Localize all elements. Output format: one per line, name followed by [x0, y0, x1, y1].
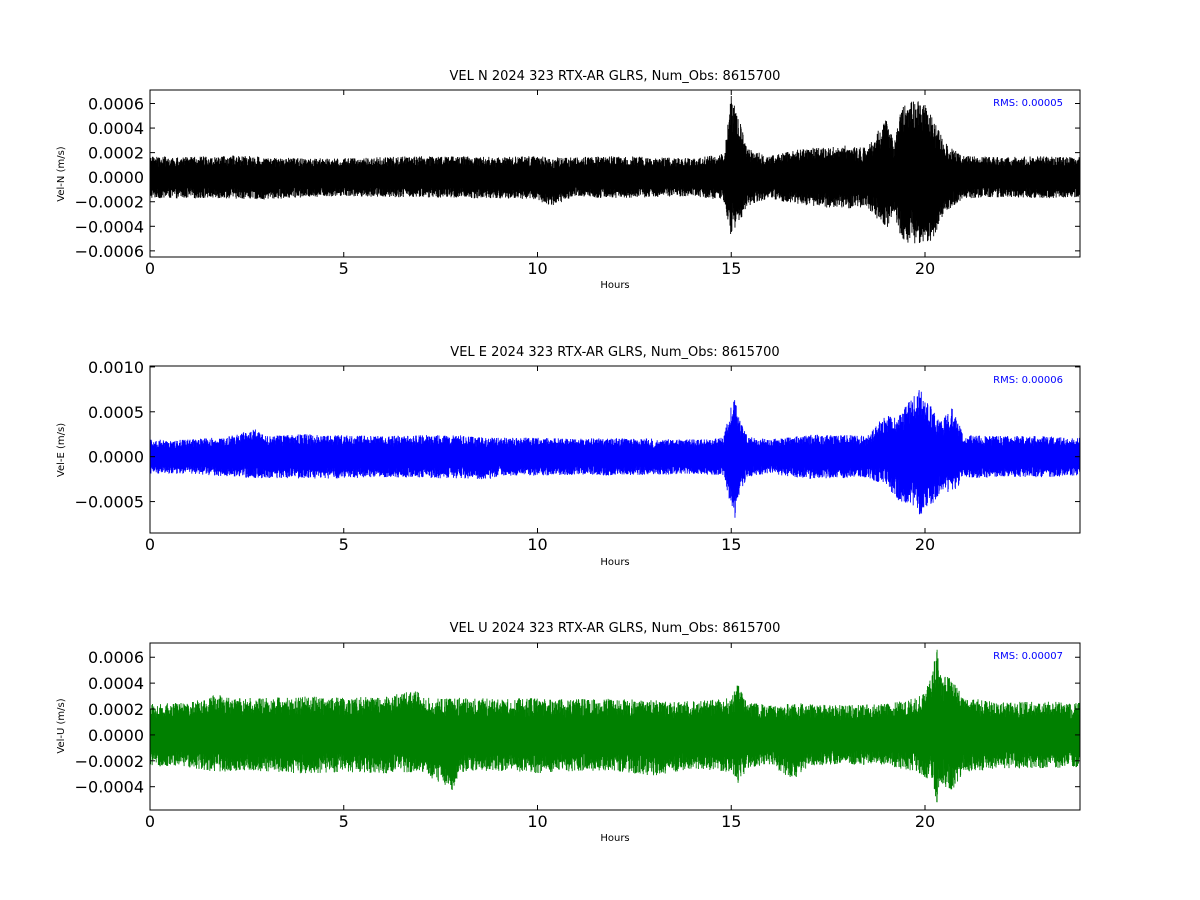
x-axis-label: Hours — [600, 833, 629, 844]
series-line — [150, 95, 1080, 244]
panel-vel-n: VEL N 2024 323 RTX-AR GLRS, Num_Obs: 861… — [56, 69, 1081, 291]
y-axis-label: Vel-N (m/s) — [56, 146, 67, 201]
y-tick-label: 0.0004 — [88, 119, 144, 138]
x-tick-label: 15 — [721, 259, 741, 278]
x-axis-label: Hours — [600, 557, 629, 568]
y-tick-label: 0.0000 — [88, 726, 144, 745]
panel-title: VEL N 2024 323 RTX-AR GLRS, Num_Obs: 861… — [450, 69, 781, 84]
plot-area: 0 5 10 15 20 −0.0006 −0.0004 −0.0002 0.0000 0.000… — [75, 89, 1081, 278]
panel-title: VEL U 2024 323 RTX-AR GLRS, Num_Obs: 861… — [450, 621, 781, 636]
x-tick-label: 20 — [915, 259, 935, 278]
x-axis-label: Hours — [600, 280, 629, 291]
panel-vel-u: VEL U 2024 323 RTX-AR GLRS, Num_Obs: 861… — [56, 621, 1081, 844]
y-tick-label: −0.0005 — [75, 493, 144, 512]
x-tick-label: 10 — [527, 259, 547, 278]
x-tick-label: 10 — [527, 535, 547, 554]
rms-annotation: RMS: 0.00006 — [993, 375, 1063, 386]
y-tick-label: 0.0000 — [88, 168, 144, 187]
y-tick-label: −0.0002 — [75, 193, 144, 212]
y-tick-label: −0.0004 — [75, 217, 144, 236]
axes-frame — [149, 642, 1081, 811]
rms-annotation: RMS: 0.00007 — [993, 651, 1063, 662]
x-tick-label: 5 — [339, 259, 349, 278]
y-tick-label: 0.0002 — [88, 144, 144, 163]
x-tick-label: 15 — [721, 535, 741, 554]
panel-title: VEL E 2024 323 RTX-AR GLRS, Num_Obs: 861… — [450, 345, 779, 360]
x-tick-label: 20 — [915, 535, 935, 554]
axes-frame — [149, 365, 1081, 534]
x-tick-label: 15 — [721, 812, 741, 831]
plot-area: 0 5 10 15 20 −0.0005 0.0000 0.0005 0.0010 — [75, 358, 1081, 554]
x-tick-label: 0 — [145, 259, 155, 278]
series-line — [150, 649, 1080, 803]
panel-vel-e: VEL E 2024 323 RTX-AR GLRS, Num_Obs: 861… — [56, 345, 1081, 568]
axes-frame — [149, 89, 1081, 258]
y-tick-label: −0.0002 — [75, 752, 144, 771]
plot-area: 0 5 10 15 20 −0.0004 −0.0002 0.0000 0.0002 0.0004… — [75, 642, 1081, 831]
rms-annotation: RMS: 0.00005 — [993, 98, 1063, 109]
y-tick-label: 0.0006 — [88, 95, 144, 114]
y-tick-label: 0.0006 — [88, 648, 144, 667]
y-tick-label: 0.0005 — [88, 403, 144, 422]
y-tick-label: 0.0010 — [88, 358, 144, 377]
y-axis-label: Vel-E (m/s) — [56, 423, 67, 477]
y-axis-label: Vel-U (m/s) — [56, 698, 67, 753]
x-tick-label: 5 — [339, 812, 349, 831]
y-tick-label: 0.0002 — [88, 700, 144, 719]
y-tick-label: −0.0006 — [75, 242, 144, 261]
x-tick-label: 20 — [915, 812, 935, 831]
x-tick-label: 10 — [527, 812, 547, 831]
series-line — [150, 390, 1080, 518]
x-tick-label: 5 — [339, 535, 349, 554]
y-tick-label: 0.0004 — [88, 674, 144, 693]
x-tick-label: 0 — [145, 812, 155, 831]
y-tick-label: 0.0000 — [88, 448, 144, 467]
x-tick-label: 0 — [145, 535, 155, 554]
y-tick-label: −0.0004 — [75, 778, 144, 797]
